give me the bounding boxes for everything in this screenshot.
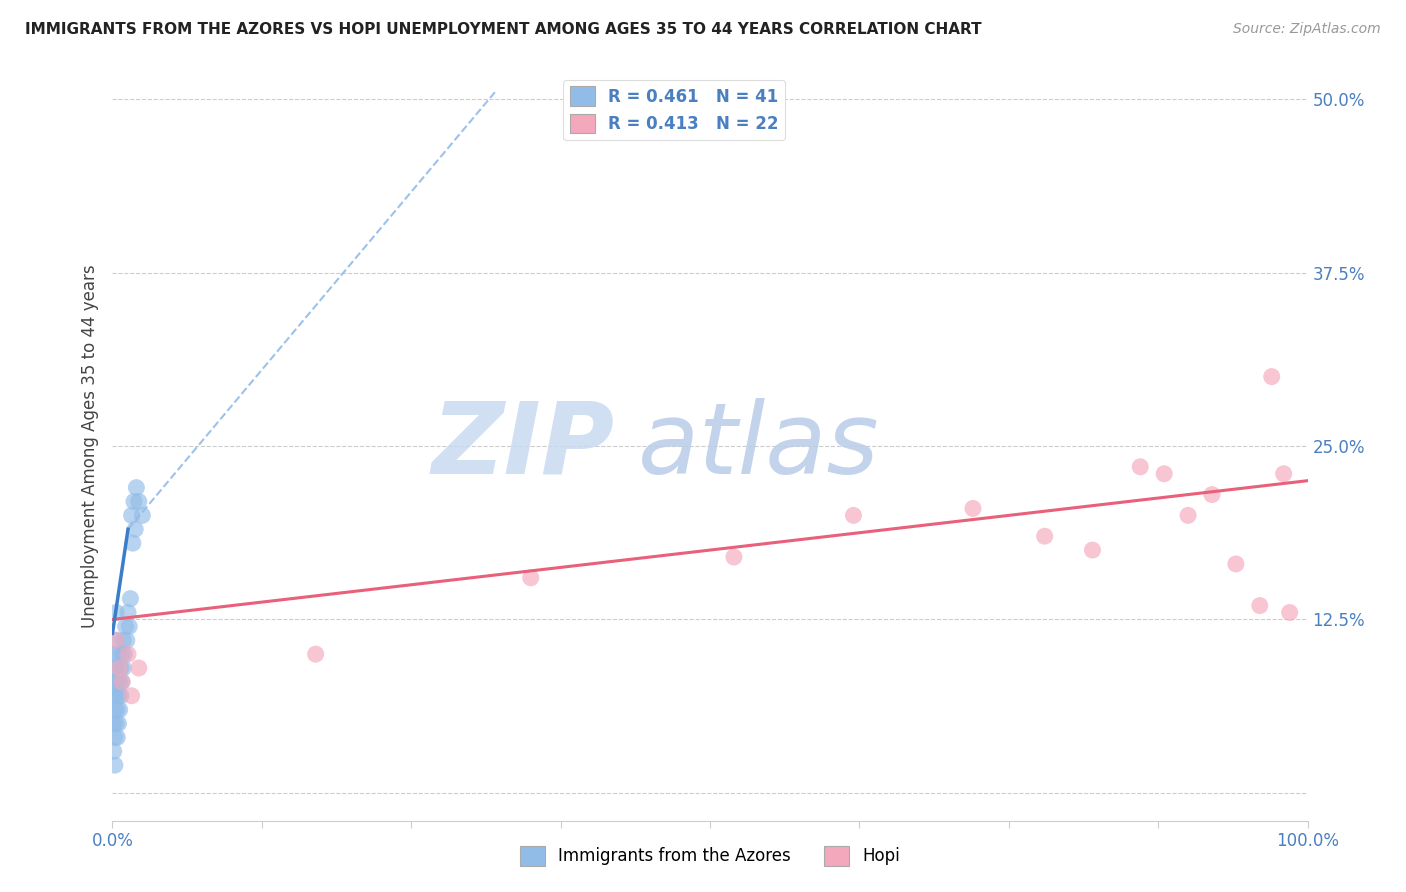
Point [112,633,135,648]
Point [1081,543,1104,558]
Point [108,674,131,689]
Point [105,661,128,675]
Point [115,633,138,648]
Point [105,633,128,648]
Point [1033,529,1056,543]
Point [128,661,150,675]
Text: atlas: atlas [638,398,880,494]
Point [120,591,142,606]
Text: ZIP: ZIP [432,398,614,494]
Point [124,522,146,536]
Point [122,494,145,508]
Point [128,494,150,508]
Point [842,508,865,523]
Point [108,703,131,717]
Point [104,758,127,772]
Point [105,716,128,731]
Y-axis label: Unemployment Among Ages 35 to 44 years: Unemployment Among Ages 35 to 44 years [80,264,98,628]
Point [110,689,132,703]
Point [105,633,128,648]
Legend: Immigrants from the Azores, Hopi: Immigrants from the Azores, Hopi [513,839,907,872]
Point [111,674,134,689]
Point [1225,557,1247,571]
Point [117,647,139,661]
Point [107,716,129,731]
Text: Source: ZipAtlas.com: Source: ZipAtlas.com [1233,22,1381,37]
Point [1153,467,1175,481]
Point [1261,369,1284,384]
Point [105,703,128,717]
Point [1201,487,1223,501]
Point [108,661,131,675]
Point [111,647,134,661]
Point [118,619,141,633]
Point [103,716,125,731]
Point [103,744,125,758]
Point [1177,508,1199,523]
Point [111,674,134,689]
Point [114,619,136,633]
Point [104,661,127,675]
Point [105,606,128,620]
Point [1278,606,1301,620]
Text: IMMIGRANTS FROM THE AZORES VS HOPI UNEMPLOYMENT AMONG AGES 35 TO 44 YEARS CORREL: IMMIGRANTS FROM THE AZORES VS HOPI UNEMP… [25,22,981,37]
Point [103,647,125,661]
Point [305,647,328,661]
Point [121,689,143,703]
Point [520,571,543,585]
Point [723,549,745,564]
Point [103,689,125,703]
Point [117,606,139,620]
Point [105,731,128,745]
Point [121,508,143,523]
Point [104,731,127,745]
Point [107,689,129,703]
Point [131,508,153,523]
Point [114,647,135,661]
Point [105,674,128,689]
Point [962,501,984,516]
Point [104,674,127,689]
Point [1272,467,1295,481]
Point [121,536,143,550]
Point [104,703,127,717]
Point [1129,459,1152,474]
Point [107,647,129,661]
Point [105,689,128,703]
Point [112,661,135,675]
Point [1249,599,1271,613]
Point [125,481,148,495]
Point [110,661,132,675]
